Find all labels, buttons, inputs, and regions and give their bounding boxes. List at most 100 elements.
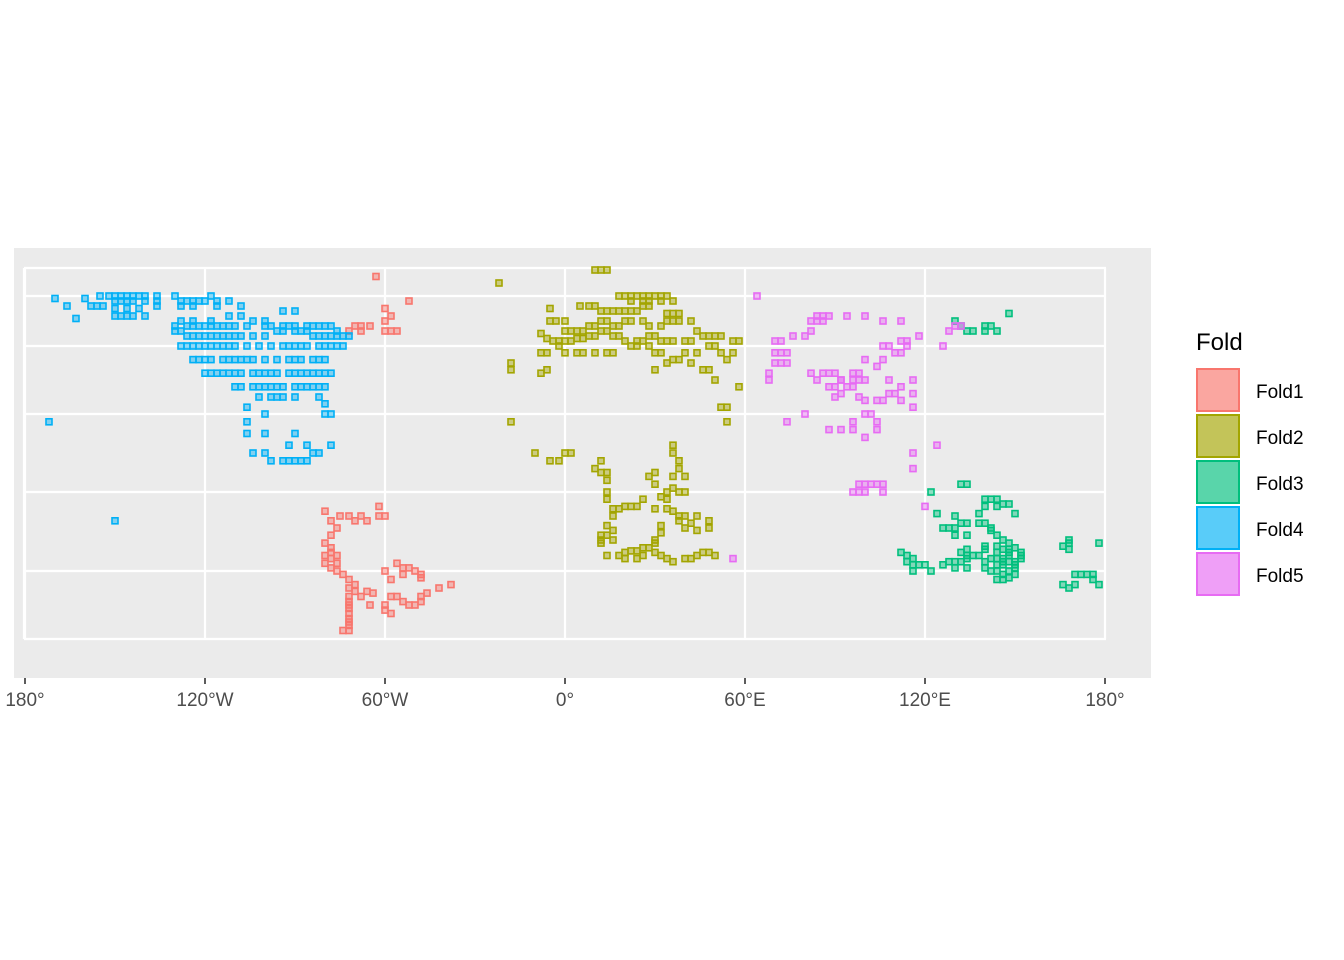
data-point	[183, 297, 191, 305]
data-point	[201, 332, 209, 340]
data-point	[669, 309, 677, 318]
data-point	[615, 332, 623, 340]
data-point	[597, 266, 605, 274]
data-point	[711, 332, 719, 340]
data-point	[885, 376, 893, 384]
data-point	[627, 297, 635, 305]
data-point	[723, 403, 731, 412]
data-point	[645, 472, 653, 481]
data-point	[537, 348, 545, 357]
data-point	[357, 592, 365, 601]
legend-entry-fold3: Fold3	[1196, 460, 1304, 504]
x-tick-label: 60°E	[724, 690, 765, 711]
data-point	[507, 359, 515, 367]
data-point	[669, 484, 677, 492]
data-point	[981, 519, 989, 528]
data-point	[537, 369, 545, 378]
data-point	[195, 332, 203, 340]
data-point	[231, 342, 239, 350]
data-point	[981, 557, 989, 566]
data-point	[213, 302, 221, 310]
data-point	[273, 382, 281, 391]
data-point	[363, 587, 371, 596]
data-point	[207, 355, 215, 364]
data-point	[339, 570, 347, 579]
data-point	[327, 564, 335, 572]
data-point	[123, 312, 131, 320]
data-point	[837, 425, 845, 434]
data-point	[333, 559, 341, 568]
data-point	[993, 542, 1001, 551]
legend-label: Fold5	[1256, 566, 1304, 587]
data-point	[663, 554, 671, 563]
data-point	[699, 548, 707, 557]
data-point	[291, 456, 299, 465]
data-point	[597, 456, 605, 465]
data-point	[675, 309, 683, 318]
data-point	[297, 355, 305, 364]
data-point	[1011, 560, 1019, 569]
data-point	[561, 317, 569, 325]
data-point	[543, 348, 551, 357]
data-point	[909, 560, 917, 569]
data-point	[267, 382, 275, 391]
data-point	[909, 389, 917, 398]
data-point	[807, 317, 815, 325]
data-point	[309, 449, 317, 457]
data-point	[1071, 570, 1079, 579]
data-point	[243, 417, 251, 426]
data-point	[327, 322, 335, 330]
data-point	[675, 317, 683, 325]
data-point	[111, 304, 119, 313]
series-fold3	[897, 309, 1103, 592]
data-point	[321, 559, 329, 568]
data-point	[273, 327, 281, 335]
data-point	[387, 575, 395, 584]
data-point	[615, 504, 623, 513]
data-point	[1011, 543, 1019, 552]
data-point	[1083, 570, 1091, 579]
data-point	[927, 488, 935, 496]
data-point	[345, 592, 353, 601]
data-point	[705, 332, 713, 340]
data-point	[987, 524, 995, 532]
data-point	[933, 509, 941, 518]
data-point	[633, 292, 641, 300]
data-point	[993, 560, 1001, 569]
data-point	[627, 502, 635, 511]
data-point	[687, 554, 695, 563]
data-point	[249, 449, 257, 457]
data-point	[585, 322, 593, 330]
data-point	[279, 456, 287, 465]
data-point	[999, 545, 1007, 554]
data-point	[243, 322, 251, 330]
data-point	[291, 369, 299, 378]
data-point	[597, 531, 605, 540]
data-point	[597, 468, 605, 477]
data-point	[261, 449, 269, 457]
data-point	[141, 297, 149, 305]
data-point	[987, 567, 995, 575]
data-point	[897, 548, 905, 557]
data-point	[177, 342, 185, 350]
data-point	[771, 359, 779, 367]
data-point	[552, 317, 560, 325]
data-point	[603, 348, 611, 357]
data-point	[987, 495, 995, 504]
data-point	[867, 410, 875, 418]
data-point	[705, 365, 713, 374]
data-point	[969, 551, 977, 560]
data-point	[777, 359, 785, 367]
data-point	[261, 317, 269, 325]
data-point	[645, 297, 653, 305]
data-point	[357, 327, 365, 335]
data-point	[1005, 309, 1013, 318]
data-point	[873, 417, 881, 426]
data-point	[615, 551, 623, 560]
data-point	[573, 348, 581, 357]
legend-key	[1196, 460, 1240, 504]
data-point	[1065, 584, 1073, 592]
data-point	[651, 292, 659, 300]
x-tick-label: 180°	[5, 690, 44, 711]
series-fold2	[495, 266, 743, 566]
